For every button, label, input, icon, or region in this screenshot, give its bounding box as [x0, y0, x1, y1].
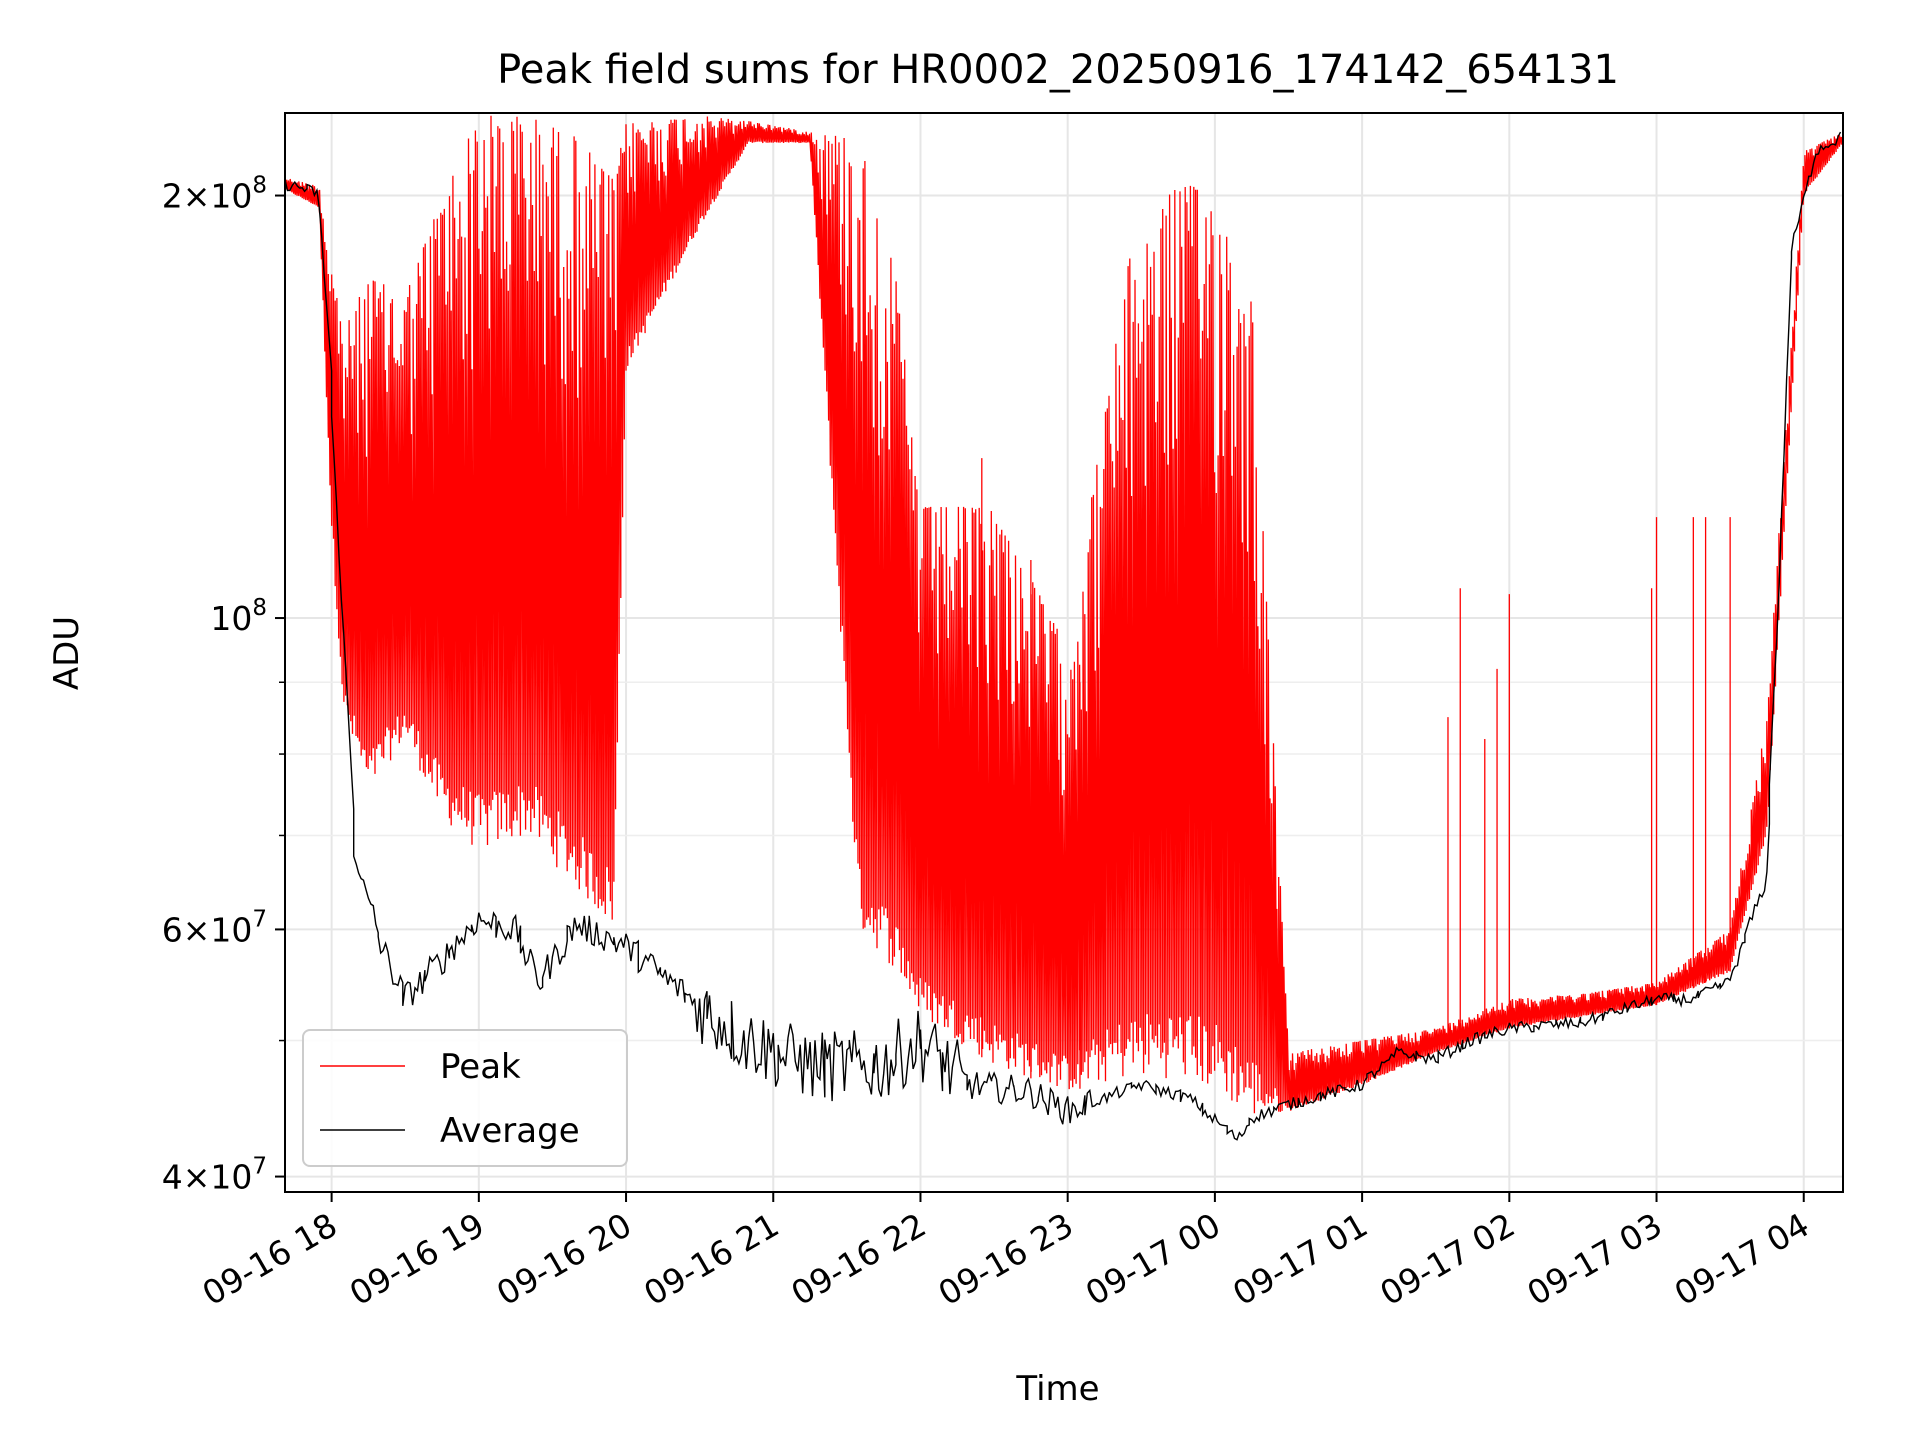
plot-frame — [284, 112, 1844, 1193]
average-series-line — [284, 131, 1842, 1141]
y-tick-label: 4×107 — [162, 1154, 267, 1197]
legend-box — [302, 1029, 628, 1167]
x-axis-label: Time — [1015, 1369, 1099, 1409]
average-series-layer — [284, 131, 1842, 1141]
legend-peak-label: Peak — [440, 1047, 521, 1087]
legend-average-label: Average — [440, 1111, 580, 1151]
y-axis-label: ADU — [47, 616, 87, 690]
chart-title: Peak field sums for HR0002_20250916_1741… — [497, 47, 1619, 93]
peak-series-line — [284, 115, 1844, 1114]
legend: Peak Average — [302, 1029, 628, 1167]
y-tick-label: 6×107 — [162, 906, 267, 949]
peak-series-layer — [284, 115, 1844, 1114]
y-tick-label: 2×108 — [162, 173, 267, 216]
